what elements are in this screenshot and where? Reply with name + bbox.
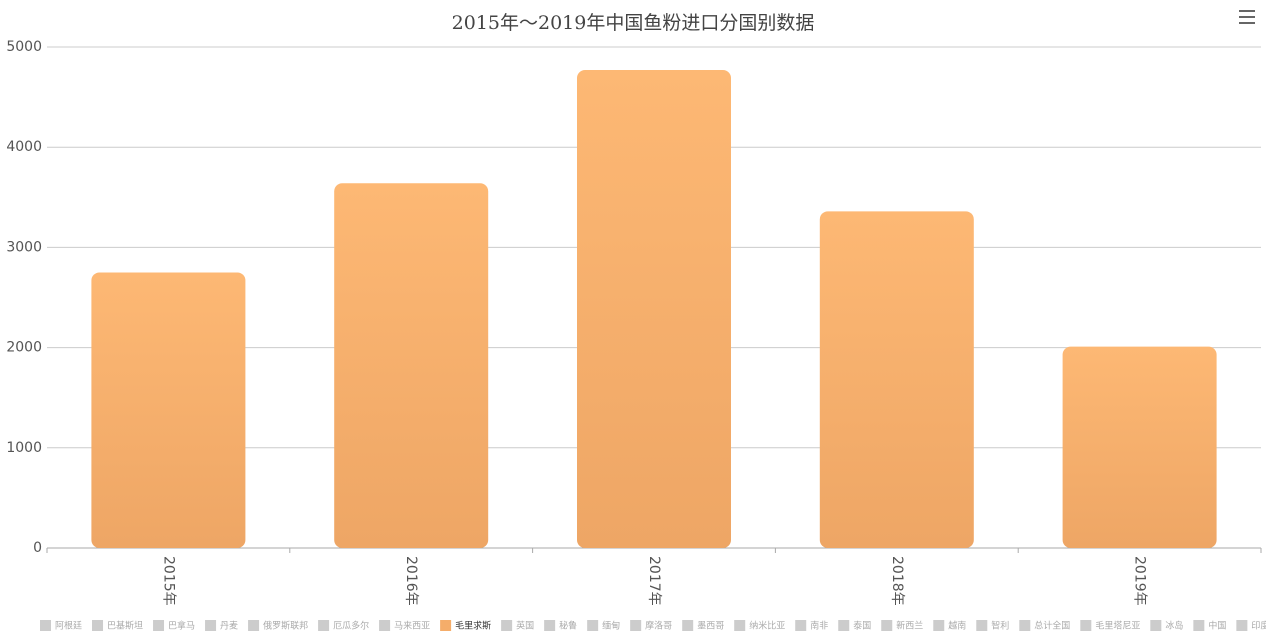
y-tick-label: 5000 xyxy=(6,39,42,55)
x-tick-label: 2017年 xyxy=(646,556,662,606)
legend-swatch xyxy=(544,620,556,631)
legend-swatch xyxy=(92,620,104,631)
legend-label: 英国 xyxy=(516,620,534,632)
legend-item[interactable]: 毛里塔尼亚 xyxy=(1080,620,1140,632)
legend-item[interactable]: 新西兰 xyxy=(881,620,923,632)
legend-label: 智利 xyxy=(991,620,1009,632)
legend-label: 新西兰 xyxy=(896,620,923,632)
y-tick-label: 3000 xyxy=(6,239,42,255)
legend-item[interactable]: 南非 xyxy=(795,620,828,632)
legend-swatch xyxy=(153,620,165,631)
legend-label: 墨西哥 xyxy=(697,621,724,632)
legend-swatch xyxy=(205,620,217,631)
legend-swatch xyxy=(881,620,893,631)
legend-label: 摩洛哥 xyxy=(645,620,672,632)
legend-label: 南非 xyxy=(810,620,828,632)
legend-swatch xyxy=(587,620,599,631)
legend-item[interactable]: 冰岛 xyxy=(1150,620,1183,632)
x-tick-label: 2018年 xyxy=(889,556,905,606)
legend-swatch xyxy=(1080,620,1092,631)
y-tick-label: 2000 xyxy=(6,340,42,356)
legend-swatch xyxy=(379,620,391,631)
menu-icon[interactable] xyxy=(1239,10,1255,24)
legend-swatch xyxy=(1193,620,1205,631)
legend-label: 阿根廷 xyxy=(55,620,82,632)
x-tick-label: 2015年 xyxy=(160,556,176,606)
legend-swatch xyxy=(1236,620,1248,631)
legend-item[interactable]: 越南 xyxy=(933,620,966,632)
legend-swatch xyxy=(838,620,850,631)
legend-item[interactable]: 泰国 xyxy=(838,620,871,632)
legend-label: 纳米比亚 xyxy=(749,620,785,632)
legend-swatch xyxy=(1019,620,1031,631)
legend-swatch xyxy=(40,620,51,631)
legend-label: 马来西亚 xyxy=(394,621,430,632)
legend-label: 毛里求斯 xyxy=(455,620,491,632)
legend-swatch xyxy=(440,620,452,631)
legend-item[interactable]: 俄罗斯联邦 xyxy=(248,620,308,632)
legend-item[interactable]: 阿根廷 xyxy=(40,620,82,632)
legend-item[interactable]: 英国 xyxy=(501,620,534,632)
legend-label: 缅甸 xyxy=(602,620,620,632)
legend-item[interactable]: 总计全国 xyxy=(1019,620,1070,632)
bar xyxy=(819,211,974,548)
legend-swatch xyxy=(501,620,513,631)
bar xyxy=(334,183,489,548)
legend-swatch xyxy=(318,620,330,631)
legend-swatch xyxy=(682,620,694,631)
legend-label: 越南 xyxy=(948,620,966,632)
legend-label: 秘鲁 xyxy=(559,620,577,632)
chart-title: 2015年～2019年中国鱼粉进口分国别数据 xyxy=(452,12,815,34)
legend-item[interactable]: 马来西亚 xyxy=(379,620,430,632)
legend-item[interactable]: 厄瓜多尔 xyxy=(318,620,369,632)
legend-item[interactable]: 印度 xyxy=(1236,620,1266,632)
bar xyxy=(577,70,731,549)
legend-swatch xyxy=(795,620,807,631)
legend-label: 毛里塔尼亚 xyxy=(1095,620,1140,632)
legend-label: 丹麦 xyxy=(220,620,238,632)
legend-swatch xyxy=(248,620,260,631)
legend-label: 巴基斯坦 xyxy=(107,620,143,632)
bar xyxy=(91,272,246,548)
legend-item[interactable]: 墨西哥 xyxy=(682,620,724,632)
bar xyxy=(1062,346,1217,548)
legend-item[interactable]: 巴基斯坦 xyxy=(92,620,143,632)
legend-label: 总计全国 xyxy=(1034,620,1070,632)
legend-swatch xyxy=(630,620,642,631)
legend-item[interactable]: 丹麦 xyxy=(205,620,238,632)
legend-label: 印度 xyxy=(1251,620,1266,632)
legend-label: 中国 xyxy=(1208,620,1226,632)
y-tick-label: 1000 xyxy=(6,440,42,456)
x-tick-label: 2016年 xyxy=(403,556,419,606)
legend-label: 泰国 xyxy=(853,620,871,632)
x-tick-label: 2019年 xyxy=(1132,556,1148,606)
legend-item[interactable]: 智利 xyxy=(976,620,1009,632)
legend-label: 俄罗斯联邦 xyxy=(263,620,308,632)
legend-swatch xyxy=(1150,620,1162,631)
legend-item[interactable]: 纳米比亚 xyxy=(734,620,785,632)
legend-item[interactable]: 巴拿马 xyxy=(153,620,195,632)
legend-item[interactable]: 缅甸 xyxy=(587,620,620,632)
legend-label: 冰岛 xyxy=(1165,620,1183,632)
legend-label: 巴拿马 xyxy=(168,620,195,632)
legend-label: 厄瓜多尔 xyxy=(333,620,369,632)
y-tick-label: 4000 xyxy=(6,139,42,155)
legend-item[interactable]: 毛里求斯 xyxy=(440,620,491,632)
legend-swatch xyxy=(976,620,988,631)
legend-item[interactable]: 中国 xyxy=(1193,620,1226,632)
legend-swatch xyxy=(933,620,945,631)
legend-swatch xyxy=(734,620,746,631)
legend-item[interactable]: 秘鲁 xyxy=(544,620,577,632)
y-tick-label: 0 xyxy=(33,540,42,556)
legend-item[interactable]: 摩洛哥 xyxy=(630,620,672,632)
